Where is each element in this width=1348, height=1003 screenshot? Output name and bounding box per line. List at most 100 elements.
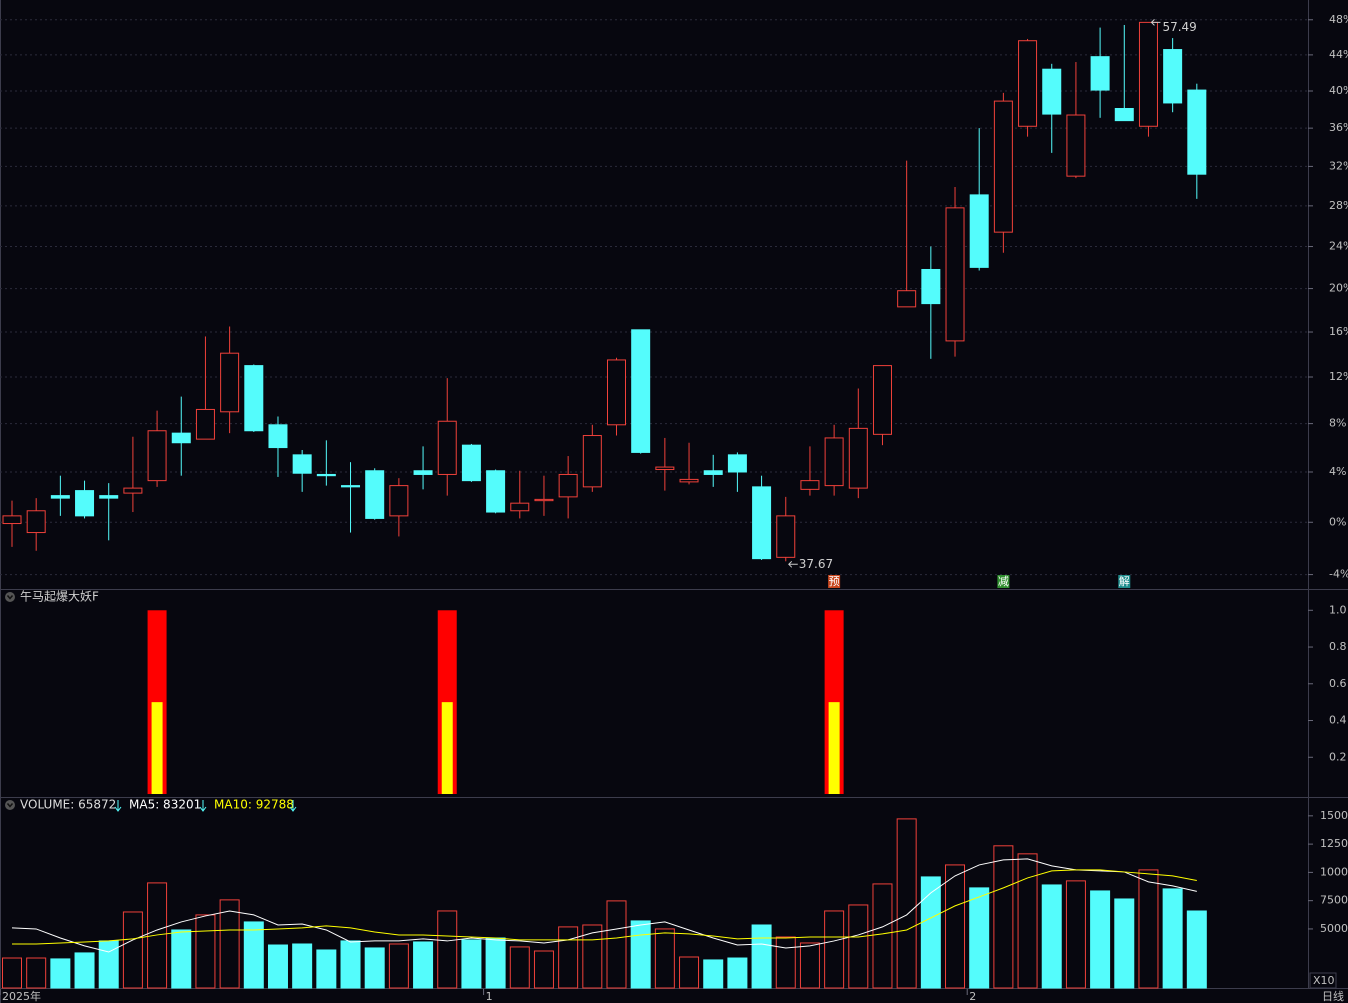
high-label: 57.49 [1162,20,1196,34]
y-tick-label: 5000 [1320,922,1348,935]
volume-bar [171,929,192,989]
period-label[interactable]: 日线 [1322,989,1344,1003]
volume-bar [848,904,869,989]
ma-line [12,869,1197,945]
candle-body [848,427,868,489]
volume-bar [945,864,966,989]
volume-bar [1041,884,1062,989]
volume-bar [1138,869,1159,989]
candle-body [413,470,433,475]
candle-body [1042,68,1062,115]
candle-body [558,473,578,498]
volume-bar [630,920,651,989]
y-tick-label: 15000 [1320,809,1348,822]
candle-body [2,515,22,525]
volume-bar [679,956,700,989]
candle-body [437,420,457,475]
volume-bar [267,944,288,989]
down-arrow [114,800,122,812]
candle-body [945,207,965,342]
y-tick-label: 8% [1329,417,1346,430]
icon-circle[interactable] [5,800,15,810]
candle-body [50,495,70,499]
candle-body [75,490,95,517]
y-tick-label: 24% [1329,240,1348,253]
candle-body [1018,40,1038,127]
y-tick-label: 44% [1329,48,1348,61]
y-tick-label: 12500 [1320,837,1348,850]
candle-body [993,100,1013,233]
volume-bar [461,939,482,989]
volume-bar [606,900,627,989]
icon-chevron[interactable] [6,595,14,600]
volume-bar [388,943,409,989]
volume-bar [74,952,95,989]
volume-bar [437,910,458,989]
volume-bar [26,957,47,989]
icon-circle[interactable] [5,592,15,602]
volume-bar [509,946,530,989]
collapse-icon[interactable] [5,592,15,602]
signal-bar [441,702,453,794]
y-tick-label: 10000 [1320,865,1348,878]
volume-bar [413,941,434,989]
y-tick-label: 40% [1329,84,1348,97]
candle-body [171,432,191,444]
volume-bar [703,959,724,989]
volume-bar [920,876,941,989]
candle-body [244,365,264,432]
y-tick-label: 1.0 [1329,603,1347,616]
annotation-arrow [788,560,798,568]
signal-bar [151,702,163,794]
candle-body [341,485,361,488]
candle-body [510,502,530,512]
volume-bar [292,943,313,989]
volume-bar [775,936,796,989]
candle-body [582,435,602,488]
volume-bar [1162,888,1183,989]
y-tick-label: 0% [1329,515,1346,528]
candle-body [679,478,699,483]
y-tick-label: 12% [1329,370,1348,383]
ma-line [11,858,1197,953]
candle-body [824,437,844,487]
low-label: 37.67 [799,557,833,571]
volume-bar [1090,890,1111,989]
volume-bar [219,899,240,989]
y-tick-label: 48% [1329,13,1348,26]
volume-bar [1186,910,1207,989]
y-tick-label: 36% [1329,121,1348,134]
y-tick-label: 16% [1329,325,1348,338]
volume-bar [147,882,168,989]
candle-body [534,498,554,502]
volume-bar [558,926,579,989]
candle-body [921,268,941,305]
y-tick-label: 20% [1329,282,1348,295]
candle-body [1114,108,1134,122]
signal-badge [1118,575,1131,588]
y-tick-label: 4% [1329,465,1346,478]
volume-bar [582,924,603,989]
icon-chevron[interactable] [6,803,14,808]
candle-body [26,510,46,534]
signal-badge [997,575,1010,588]
y-tick-label: -4% [1329,568,1348,581]
y-tick-label: 0.4 [1329,714,1347,727]
unit-box [1309,972,1337,989]
x-tick-label: 1 [486,990,493,1003]
volume-bar [1114,898,1135,989]
signal-label: 减 [998,575,1009,588]
candle-body [969,194,989,268]
candle-body [703,470,723,475]
candle-body [1163,49,1183,104]
x-tick-label: 2 [969,990,976,1003]
down-arrow [289,800,297,812]
volume-bar [50,958,71,989]
annotation-arrow [1150,19,1161,26]
collapse-icon[interactable] [5,800,15,810]
candle-body [776,515,796,558]
candle-body [99,495,119,499]
signal-label: 解 [1119,574,1130,588]
